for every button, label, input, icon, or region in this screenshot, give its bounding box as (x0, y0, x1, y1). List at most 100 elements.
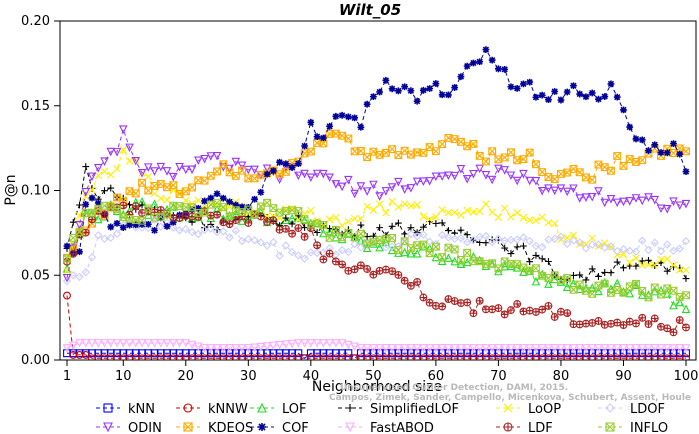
series-point (394, 203, 403, 211)
series-point (175, 339, 184, 348)
series-point (412, 344, 422, 353)
series-point (375, 344, 384, 353)
series-point (519, 169, 528, 179)
series-point (150, 215, 159, 224)
series-point (544, 279, 553, 288)
legend-label: SimplifiedLOF (370, 402, 459, 417)
series-point (412, 232, 422, 241)
legend-label: ODIN (128, 421, 162, 434)
series-point (513, 209, 521, 217)
series-kdeos (63, 129, 690, 262)
series-point (319, 220, 328, 229)
series-point (119, 146, 128, 154)
series-point (488, 56, 496, 64)
series-point (294, 207, 303, 215)
series-point (550, 271, 559, 280)
y-tick-label: 0.15 (21, 99, 50, 114)
series-point (525, 148, 534, 157)
series-point (363, 100, 371, 108)
series-point (87, 339, 97, 348)
series-point (388, 222, 396, 230)
series-point (362, 243, 372, 253)
series-point (288, 229, 297, 238)
legend-label: LDF (528, 421, 553, 434)
series-point (319, 228, 328, 238)
legend-label: LoOP (528, 402, 561, 417)
x-axis: 1 10 20 30 40 50 60 70 80 90 100 (63, 359, 698, 384)
series-point (600, 198, 610, 208)
series-point (231, 157, 241, 167)
series-point (306, 147, 315, 156)
series-point (526, 258, 534, 266)
series-point (563, 309, 572, 317)
series-point (519, 344, 528, 353)
series-point (463, 248, 472, 257)
series-point (76, 201, 83, 209)
series-point (462, 175, 472, 184)
series-point (294, 339, 303, 348)
series-point (319, 134, 327, 142)
series-point (675, 297, 685, 307)
series-point (538, 305, 547, 314)
series-point (281, 241, 291, 250)
series-point (394, 151, 403, 160)
series-point (369, 180, 378, 190)
series-point (394, 344, 403, 353)
series-point (188, 206, 196, 213)
legend-label: kNNW (208, 402, 248, 417)
series-point (81, 350, 90, 359)
series-point (256, 238, 266, 247)
series-point (275, 175, 284, 185)
series-point (456, 344, 466, 353)
series-point (487, 237, 497, 247)
series-point (463, 231, 471, 239)
series-point (325, 233, 334, 242)
series-point (388, 234, 397, 242)
series-point (476, 58, 484, 66)
series-point (575, 280, 584, 289)
series-point (544, 218, 553, 227)
series-point (432, 213, 440, 221)
series-point (469, 309, 478, 318)
series-point (394, 219, 402, 227)
series-point (207, 194, 215, 202)
series-point (663, 255, 672, 263)
series-point (595, 95, 602, 103)
series-point (631, 194, 641, 203)
legend-label: KDEOS (208, 421, 253, 434)
series-point (326, 225, 334, 233)
series-point (132, 221, 140, 229)
series-point (605, 403, 615, 413)
series-point (619, 321, 628, 329)
series-point (519, 233, 528, 242)
series-point (157, 214, 165, 222)
series-point (356, 243, 366, 252)
series-point (138, 216, 146, 225)
series-point (125, 339, 134, 348)
series-point (638, 313, 647, 322)
series-point (287, 247, 297, 257)
series-point (587, 344, 597, 353)
series-point (588, 89, 596, 97)
series-point (600, 279, 609, 288)
series-point (312, 339, 322, 348)
series-point (637, 290, 647, 299)
series-point (588, 240, 597, 249)
series-point (494, 304, 503, 313)
series-point (444, 171, 453, 181)
series-point (150, 189, 159, 198)
series-point (488, 259, 497, 268)
series-point (462, 237, 472, 247)
series-point (237, 236, 247, 246)
series-point (194, 229, 203, 239)
series-point (406, 248, 416, 258)
series-point (388, 145, 397, 154)
series-point (581, 193, 591, 202)
series-point (632, 262, 640, 270)
series-point (407, 224, 415, 232)
series-point (244, 219, 253, 227)
series-point (263, 198, 272, 207)
series-point (503, 422, 513, 432)
series-point (406, 230, 416, 239)
series-point (613, 152, 622, 160)
